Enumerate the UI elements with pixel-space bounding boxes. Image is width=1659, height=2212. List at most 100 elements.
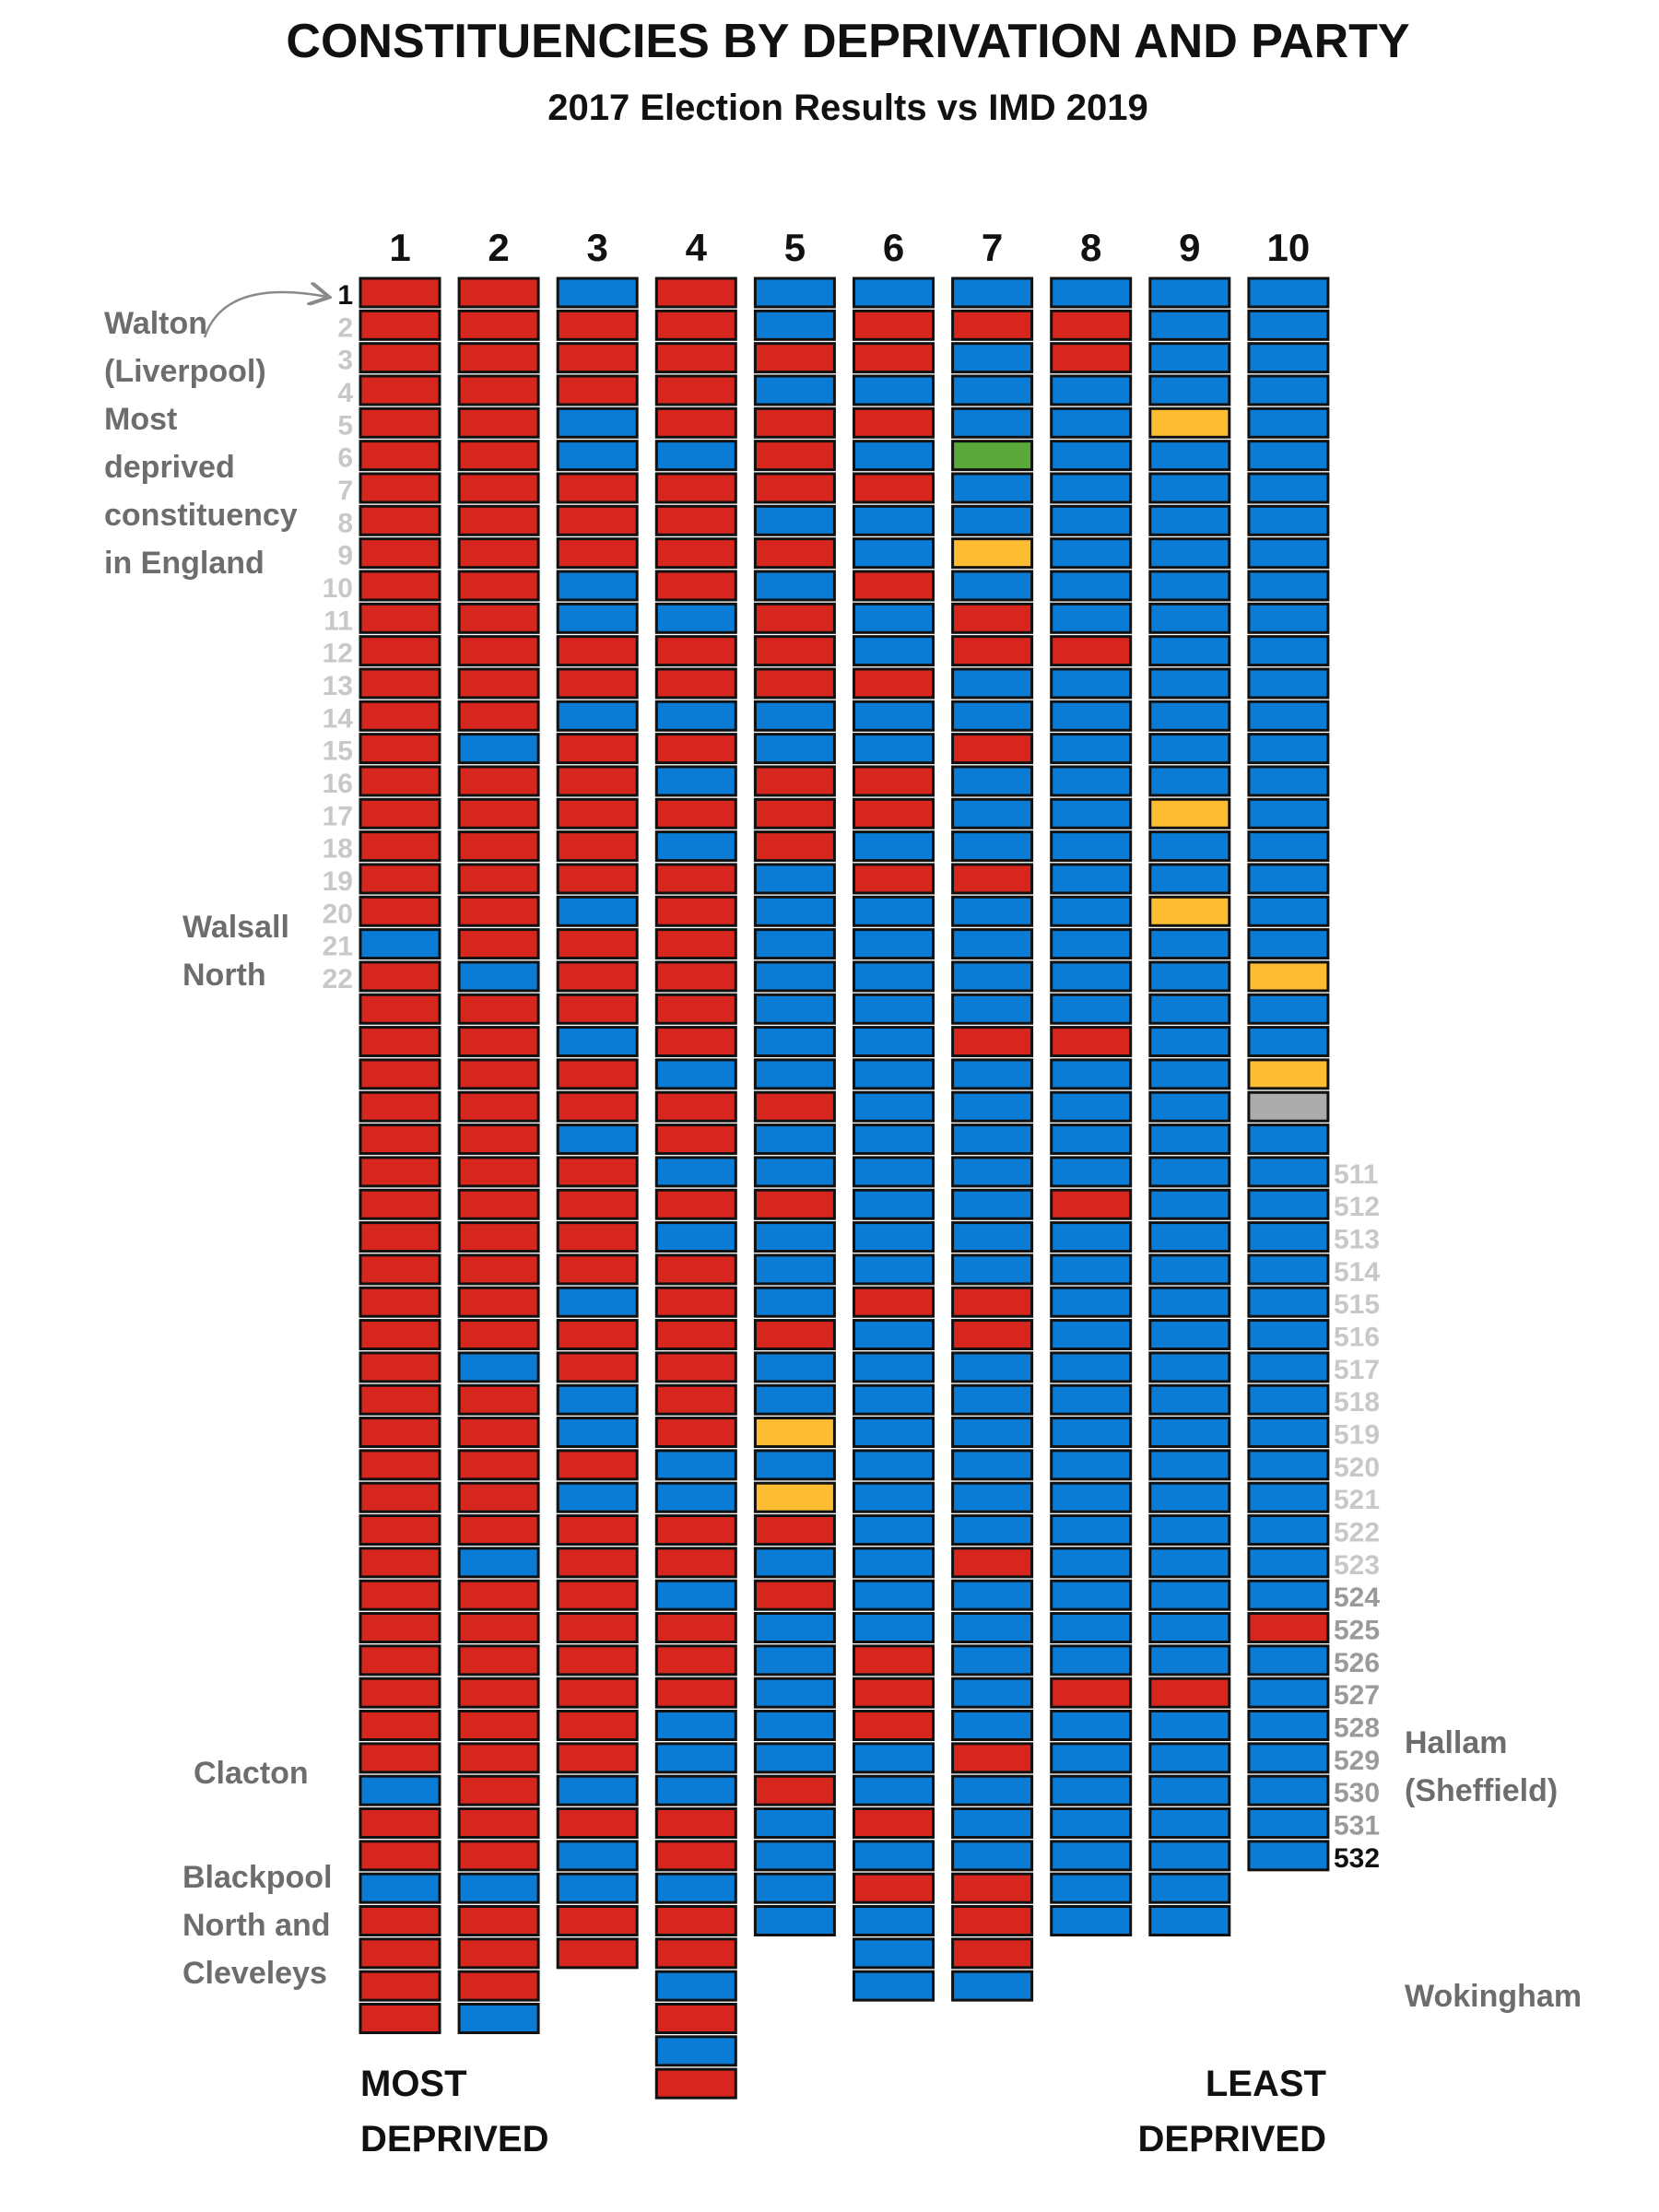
constituency-cell [753, 1840, 836, 1872]
constituency-cell [457, 1710, 540, 1742]
constituency-cell [556, 1417, 639, 1449]
constituency-cell [556, 895, 639, 927]
constituency-cell [359, 635, 441, 667]
constituency-cell [753, 830, 836, 863]
constituency-cell [1148, 700, 1231, 732]
constituency-cell [1050, 504, 1133, 536]
constituency-cell [556, 1514, 639, 1547]
constituency-cell [1050, 928, 1133, 960]
constituency-cell [654, 1253, 737, 1286]
decile-label-9: 9 [1179, 226, 1200, 269]
constituency-cell [1247, 993, 1330, 1025]
decile-column-8 [1050, 276, 1133, 1936]
constituency-cell [1050, 276, 1133, 309]
constituency-cell [853, 1742, 935, 1774]
rank-index-bottom: 5115125135145155165175185195205215225235… [1334, 1159, 1380, 1874]
constituency-cell [853, 1058, 935, 1090]
constituency-cell [753, 1872, 836, 1904]
constituency-cell [654, 1286, 737, 1318]
constituency-cell [1148, 1547, 1231, 1579]
constituency-cell [853, 1840, 935, 1872]
constituency-cell [457, 960, 540, 993]
constituency-cell [853, 1319, 935, 1351]
constituency-cell [753, 993, 836, 1025]
rank-index-label: 21 [323, 932, 353, 962]
constituency-cell [654, 895, 737, 927]
constituency-cell [1247, 1612, 1330, 1644]
constituency-cell [853, 1677, 935, 1709]
constituency-cell [457, 993, 540, 1025]
constituency-cell [753, 1481, 836, 1513]
constituency-cell [1247, 1644, 1330, 1677]
constituency-cell [457, 406, 540, 439]
rank-index-label: 18 [323, 834, 353, 865]
constituency-cell [753, 960, 836, 993]
constituency-cell [359, 667, 441, 700]
annotations-layer: Walton (Liverpool) Most deprived constituenc… [104, 306, 1582, 2014]
constituency-cell [1050, 1644, 1133, 1677]
constituency-cell [951, 1612, 1034, 1644]
constituency-cell [1247, 406, 1330, 439]
footer-labels: MOST DEPRIVED LEAST DEPRIVED [360, 2064, 1326, 2159]
rank-index-label: 517 [1334, 1355, 1380, 1385]
constituency-cell [1050, 667, 1133, 700]
constituency-cell [1050, 1481, 1133, 1513]
constituency-cell [359, 1319, 441, 1351]
rank-index-label: 1 [337, 280, 353, 311]
constituency-cell [556, 993, 639, 1025]
annotation-blackpool: Blackpool [182, 1860, 332, 1895]
constituency-cell [1148, 1058, 1231, 1090]
constituency-cell [359, 1286, 441, 1318]
constituency-cell [359, 342, 441, 374]
constituency-cell [1148, 765, 1231, 797]
constituency-cell [853, 1872, 935, 1904]
constituency-cell [359, 1677, 441, 1709]
rank-index-label: 527 [1334, 1680, 1380, 1711]
constituency-cell [1148, 635, 1231, 667]
constituency-cell [1247, 635, 1330, 667]
constituency-cell [457, 1514, 540, 1547]
constituency-cell [951, 928, 1034, 960]
rank-index-label: 516 [1334, 1323, 1380, 1353]
constituency-cell [1247, 1319, 1330, 1351]
constituency-cell [359, 1351, 441, 1383]
constituency-cell [853, 993, 935, 1025]
rank-index-label: 2 [337, 312, 353, 343]
constituency-cell [359, 1124, 441, 1156]
constituency-cell [359, 537, 441, 570]
constituency-cell [853, 1905, 935, 1936]
constituency-cell [457, 1383, 540, 1416]
constituency-cell [457, 797, 540, 830]
constituency-cell [1247, 765, 1330, 797]
constituency-cell [753, 1188, 836, 1220]
constituency-cell [951, 1807, 1034, 1840]
rank-index-label: 16 [323, 769, 353, 799]
constituency-cell [654, 635, 737, 667]
constituency-cell [853, 1351, 935, 1383]
constituency-cell [359, 1090, 441, 1123]
constituency-cell [654, 537, 737, 570]
constituency-cell [951, 700, 1034, 732]
constituency-cell [1247, 1156, 1330, 1188]
constituency-cell [753, 863, 836, 895]
constituency-cell [753, 928, 836, 960]
constituency-cell [1050, 1742, 1133, 1774]
rank-index-label: 513 [1334, 1225, 1380, 1255]
constituency-cell [1247, 1449, 1330, 1481]
constituency-cell [1050, 1286, 1133, 1318]
constituency-cell [654, 1221, 737, 1253]
constituency-cell [853, 1124, 935, 1156]
constituency-cell [654, 1514, 737, 1547]
constituency-cell [853, 1156, 935, 1188]
constituency-cell [1148, 1124, 1231, 1156]
rank-index-label: 20 [323, 899, 353, 929]
constituency-cell [853, 830, 935, 863]
constituency-cell [654, 2035, 737, 2067]
constituency-cell [951, 1742, 1034, 1774]
constituency-cell [556, 1319, 639, 1351]
constituency-cell [753, 1090, 836, 1123]
constituency-cell [359, 1644, 441, 1677]
constituency-cell [951, 276, 1034, 309]
constituency-cell [654, 406, 737, 439]
constituency-cell [951, 1514, 1034, 1547]
